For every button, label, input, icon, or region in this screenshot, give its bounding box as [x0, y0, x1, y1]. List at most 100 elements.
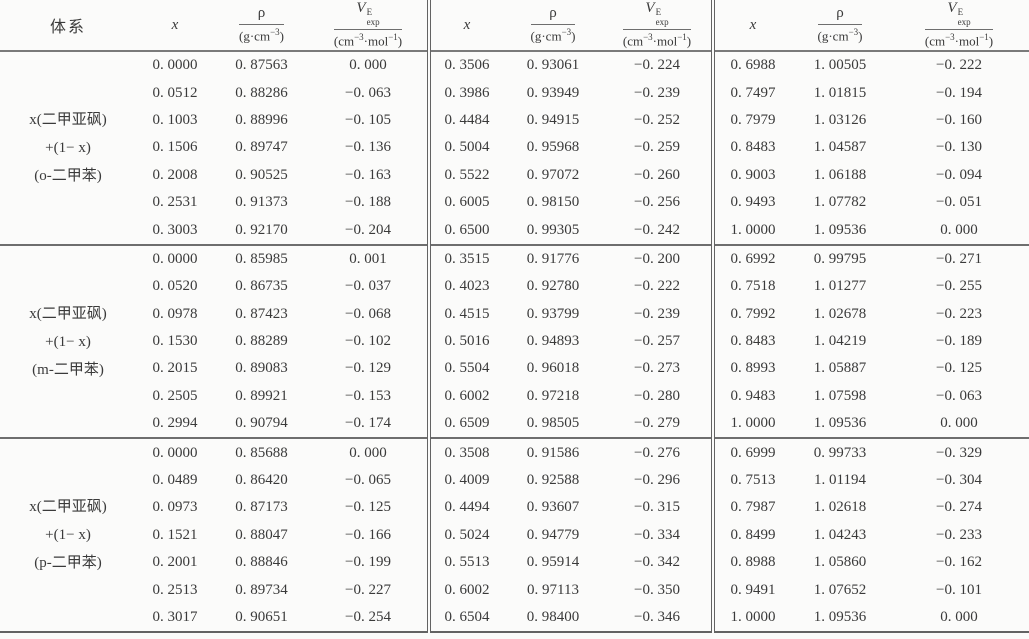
- cell-vexp-sec2: −0. 256: [634, 194, 680, 211]
- cell-rho-sec1: 0. 85985: [214, 243, 309, 274]
- cell-vexp-sec2: −0. 350: [634, 581, 680, 598]
- cell-rho-sec2: 0. 93607: [526, 499, 580, 516]
- header-x-sec2: x: [427, 0, 503, 52]
- cell-x-sec3: 0. 8993: [711, 355, 791, 383]
- cell-x-sec3: 0. 9493: [711, 188, 791, 217]
- data-row: 0. 0973 0. 87173 −0. 125 0. 4494 0. 93607 −0.…: [0, 494, 1029, 522]
- cell-x-sec1: 0. 1003: [152, 111, 198, 128]
- cell-vexp-sec3: −0. 271: [889, 243, 1029, 274]
- header-x-sec1: x: [136, 0, 214, 52]
- cell-vexp-sec1: −0. 166: [345, 526, 391, 543]
- cell-rho-sec3: 1. 09536: [813, 609, 867, 625]
- cell-vexp-sec1: −0. 174: [345, 415, 391, 432]
- cell-x-sec1: 0. 0000: [136, 437, 214, 467]
- cell-vexp-sec3: 0. 000: [940, 415, 978, 432]
- cell-x-sec1: 0. 2531: [152, 194, 198, 211]
- cell-x-sec3: 0. 7497: [711, 79, 791, 107]
- cell-rho-sec2: 0. 93799: [526, 305, 580, 322]
- cell-x-sec1: 0. 2505: [152, 387, 198, 404]
- cell-x-sec2: 0. 4484: [427, 106, 503, 135]
- cell-rho-sec3: 1. 04219: [813, 333, 867, 350]
- cell-x-sec3: 1. 0000: [711, 216, 791, 245]
- cell-vexp-sec1: −0. 125: [345, 499, 391, 516]
- cell-rho-sec2: 0. 95914: [526, 554, 580, 571]
- data-row: 0. 3017 0. 90651 −0. 254 0. 6504 0. 98400 −0.…: [0, 603, 1029, 633]
- data-row: 0. 2513 0. 89734 −0. 227 0. 6002 0. 97113 −0.…: [0, 576, 1029, 604]
- cell-x-sec1: 0. 2008: [152, 166, 198, 183]
- cell-vexp-sec1: −0. 063: [345, 84, 391, 101]
- system-label-line: +(1− x): [45, 527, 91, 544]
- cell-x-sec1: 0. 2001: [152, 554, 198, 571]
- header-system: 体系: [0, 0, 136, 52]
- cell-vexp-sec2: −0. 239: [634, 305, 680, 322]
- cell-rho-sec1: 0. 87563: [235, 57, 288, 74]
- cell-x-sec1: 0. 0978: [152, 305, 198, 322]
- cell-rho-sec3: 1. 04587: [813, 139, 867, 156]
- cell-rho-sec1: 0. 92170: [235, 221, 288, 238]
- data-row: 0. 2994 0. 90794 −0. 174 0. 6509 0. 98505 −0.…: [0, 410, 1029, 439]
- rho-units: (g·cm−3): [239, 27, 284, 44]
- cell-x-sec1: 0. 2994: [152, 415, 198, 432]
- cell-rho-sec3: 1. 09536: [813, 221, 867, 238]
- rho-symbol: ρ: [239, 5, 284, 26]
- cell-vexp-sec2: −0. 296: [634, 472, 680, 489]
- cell-vexp-sec2: −0. 276: [603, 437, 713, 467]
- cell-x-sec3: 0. 7513: [711, 466, 791, 495]
- header-rho-sec1: ρ (g·cm−3): [214, 0, 309, 52]
- cell-x-sec2: 0. 4515: [427, 300, 503, 328]
- cell-vexp-sec3: −0. 255: [936, 278, 982, 295]
- data-row: 0. 3003 0. 92170 −0. 204 0. 6500 0. 99305 −0.…: [0, 216, 1029, 245]
- cell-rho-sec3: 0. 99795: [791, 243, 889, 274]
- cell-x-sec2: 0. 3986: [427, 79, 503, 107]
- system-label-line: (p-二甲苯): [34, 555, 102, 572]
- cell-vexp-sec2: −0. 224: [634, 57, 680, 74]
- cell-rho-sec2: 0. 92588: [526, 472, 580, 489]
- cell-rho-sec2: 0. 98150: [526, 194, 580, 211]
- cell-vexp-sec1: −0. 163: [345, 166, 391, 183]
- cell-vexp-sec1: −0. 199: [345, 554, 391, 571]
- cell-rho-sec3: 1. 05860: [813, 554, 867, 571]
- cell-vexp-sec1: −0. 068: [345, 305, 391, 322]
- cell-rho-sec1: 0. 90651: [235, 609, 288, 625]
- cell-x-sec1: 0. 2015: [152, 360, 198, 377]
- cell-x-sec1: 0. 3017: [152, 609, 198, 625]
- cell-x-sec1: 0. 0000: [152, 57, 198, 74]
- cell-x-sec3: 0. 8499: [711, 521, 791, 550]
- cell-rho-sec3: 1. 05887: [813, 360, 867, 377]
- cell-rho-sec3: 1. 04243: [813, 526, 867, 543]
- cell-rho-sec3: 1. 07652: [813, 581, 867, 598]
- cell-vexp-sec2: −0. 346: [634, 609, 680, 625]
- cell-x-sec1: 0. 0489: [152, 472, 198, 489]
- cell-rho-sec2: 0. 98505: [526, 415, 580, 432]
- cell-rho-sec3: 1. 07782: [813, 194, 867, 211]
- cell-x-sec1: 0. 1521: [152, 526, 198, 543]
- cell-vexp-sec2: −0. 222: [634, 278, 680, 295]
- cell-rho-sec3: 1. 01277: [813, 278, 867, 295]
- cell-vexp-sec2: −0. 242: [634, 221, 680, 238]
- cell-rho-sec2: 0. 96018: [526, 360, 580, 377]
- cell-vexp-sec2: −0. 200: [603, 243, 713, 274]
- cell-rho-sec3: 1. 06188: [813, 166, 867, 183]
- system-label: x(二甲亚砜) +(1− x) (m-二甲苯): [0, 243, 136, 439]
- data-row: x(二甲亚砜) +(1− x) (p-二甲苯) 0. 0000 0. 85688 0. 0…: [0, 437, 1029, 633]
- cell-vexp-sec1: −0. 254: [345, 609, 391, 625]
- cell-rho-sec1: 0. 89921: [235, 387, 288, 404]
- cell-rho-sec1: 0. 87173: [235, 499, 288, 516]
- system-label-line: x(二甲亚砜): [29, 111, 107, 128]
- cell-x-sec3: 0. 7992: [711, 300, 791, 328]
- vexp-units: (cm−3·mol−1): [333, 32, 403, 49]
- cell-x-sec2: 0. 5504: [427, 355, 503, 383]
- cell-x-sec2: 0. 6002: [427, 382, 503, 411]
- rho-units: (g·cm−3): [530, 27, 576, 44]
- cell-rho-sec1: 0. 88996: [235, 111, 288, 128]
- rho-symbol: ρ: [530, 5, 576, 26]
- cell-rho-sec2: 0. 91776: [503, 243, 603, 274]
- cell-x-sec2: 0. 3506: [427, 51, 503, 80]
- cell-vexp-sec2: −0. 260: [634, 166, 680, 183]
- vexp-units: (cm−3·mol−1): [622, 32, 692, 49]
- cell-x-sec1: 0. 1506: [152, 139, 198, 156]
